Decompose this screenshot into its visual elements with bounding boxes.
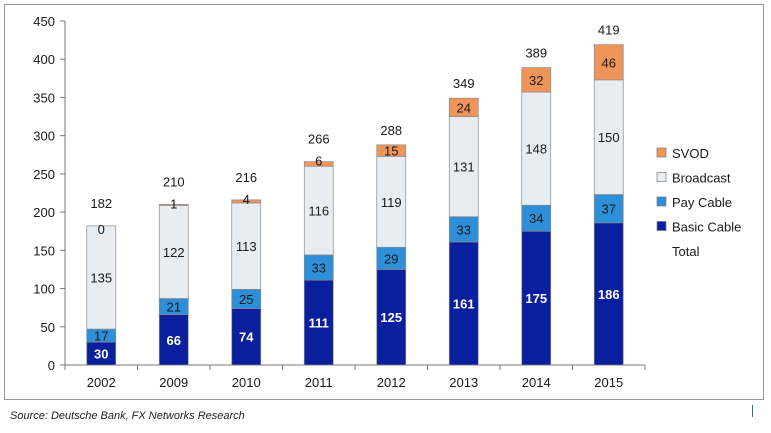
legend-label-pay-cable: Pay Cable <box>672 195 732 210</box>
legend-swatch-svod <box>656 147 667 158</box>
bar-segment-svod <box>521 67 552 93</box>
x-tick-label: 2013 <box>449 375 478 390</box>
bar-segment-basic-cable <box>231 308 262 366</box>
bar-segment-broadcast <box>231 202 262 290</box>
bar-segment-pay-cable <box>448 216 479 243</box>
bar-segment-svod <box>231 199 262 204</box>
data-label-svod: 6 <box>315 154 322 169</box>
y-tick-label: 400 <box>33 52 55 67</box>
data-label-broadcast: 150 <box>598 130 620 145</box>
bar-segment-broadcast <box>86 225 117 330</box>
y-tick-label: 100 <box>33 282 55 297</box>
source-note: Source: Deutsche Bank, FX Networks Resea… <box>10 410 245 422</box>
bar-segment-broadcast <box>376 155 407 248</box>
x-tick-label: 2012 <box>377 375 406 390</box>
legend-label-basic-cable: Basic Cable <box>672 220 741 235</box>
bar-segment-svod <box>593 44 624 81</box>
legend-swatch-basic-cable <box>656 221 667 231</box>
bar-segment-broadcast <box>448 116 479 218</box>
bar-segment-svod <box>303 161 334 167</box>
data-label-svod: 0 <box>98 222 105 237</box>
legend-swatch-pay-cable <box>656 196 667 207</box>
x-tick-label: 2010 <box>232 375 261 390</box>
bar-segment-pay-cable <box>521 204 552 232</box>
bar-segment-broadcast <box>303 165 334 256</box>
bar-segment-basic-cable <box>303 279 334 366</box>
data-label-svod: 15 <box>384 144 398 159</box>
y-tick-label: 250 <box>33 167 55 182</box>
x-tick-label: 2011 <box>305 375 333 390</box>
x-tick-label: 2009 <box>159 375 188 390</box>
data-label-basic-cable: 161 <box>453 296 475 311</box>
y-tick-label: 300 <box>33 129 55 144</box>
bar-segment-svod <box>376 144 407 157</box>
bar-segment-basic-cable <box>158 314 189 366</box>
x-tick-label: 2015 <box>594 375 623 390</box>
total-label: 389 <box>525 46 547 61</box>
y-tick-label: 50 <box>41 320 55 335</box>
data-label-svod: 1 <box>170 196 177 211</box>
data-label-pay-cable: 21 <box>167 300 181 315</box>
y-tick-label: 350 <box>33 90 55 105</box>
data-label-broadcast: 131 <box>453 160 475 175</box>
bar-segment-pay-cable <box>303 254 334 281</box>
data-label-svod: 4 <box>243 192 250 207</box>
legend-label-total: Total <box>672 244 700 259</box>
data-label-broadcast: 148 <box>525 142 547 157</box>
bar-segment-broadcast <box>521 91 552 206</box>
data-label-basic-cable: 74 <box>239 330 254 345</box>
data-label-svod: 24 <box>457 100 471 115</box>
data-label-pay-cable: 34 <box>529 211 543 226</box>
y-tick-label: 200 <box>33 205 55 220</box>
data-label-svod: 32 <box>529 73 543 88</box>
data-label-basic-cable: 66 <box>167 333 181 348</box>
data-label-pay-cable: 33 <box>457 222 471 237</box>
bar-segment-basic-cable <box>376 269 407 366</box>
data-label-basic-cable: 186 <box>598 287 620 302</box>
data-label-broadcast: 135 <box>90 270 112 285</box>
data-label-broadcast: 122 <box>163 245 185 260</box>
total-label: 349 <box>453 76 475 91</box>
data-label-pay-cable: 25 <box>239 292 253 307</box>
bar-segment-broadcast <box>593 79 624 195</box>
data-label-broadcast: 113 <box>236 239 257 254</box>
bar-segment-svod <box>448 97 479 117</box>
total-label: 288 <box>380 123 402 138</box>
total-label: 419 <box>598 23 620 38</box>
legend-label-svod: SVOD <box>672 146 709 161</box>
y-tick-label: 150 <box>33 243 55 258</box>
data-label-basic-cable: 125 <box>380 310 402 325</box>
data-label-broadcast: 119 <box>381 195 402 210</box>
bar-segment-basic-cable <box>521 230 552 366</box>
data-label-basic-cable: 175 <box>525 291 547 306</box>
total-label: 182 <box>90 196 112 211</box>
total-label: 216 <box>235 170 257 185</box>
bar-segment-broadcast <box>158 204 189 299</box>
data-label-pay-cable: 17 <box>94 329 108 344</box>
data-label-broadcast: 116 <box>308 204 329 219</box>
legend-label-broadcast: Broadcast <box>672 171 731 186</box>
data-label-pay-cable: 37 <box>602 202 616 217</box>
legend-swatch-broadcast <box>656 172 667 182</box>
y-tick-label: 450 <box>33 14 55 29</box>
data-label-svod: 46 <box>602 55 616 70</box>
bar-segment-basic-cable <box>448 241 479 366</box>
bar-segment-pay-cable <box>593 194 624 224</box>
bar-segment-svod <box>158 204 189 206</box>
total-label: 210 <box>163 174 185 189</box>
data-label-basic-cable: 30 <box>94 347 108 362</box>
corner-mark <box>752 405 753 417</box>
data-label-pay-cable: 33 <box>312 261 326 276</box>
chart-frame: 0 50 100 150 200 250 300 350 400 450 2002 2009 2010 2… <box>4 4 764 400</box>
y-tick-label: 0 <box>48 358 55 373</box>
x-tick-label: 2014 <box>522 375 551 390</box>
x-tick-label: 2002 <box>87 375 116 390</box>
data-label-pay-cable: 29 <box>384 251 398 266</box>
data-label-basic-cable: 111 <box>309 316 329 331</box>
total-label: 266 <box>308 132 330 147</box>
